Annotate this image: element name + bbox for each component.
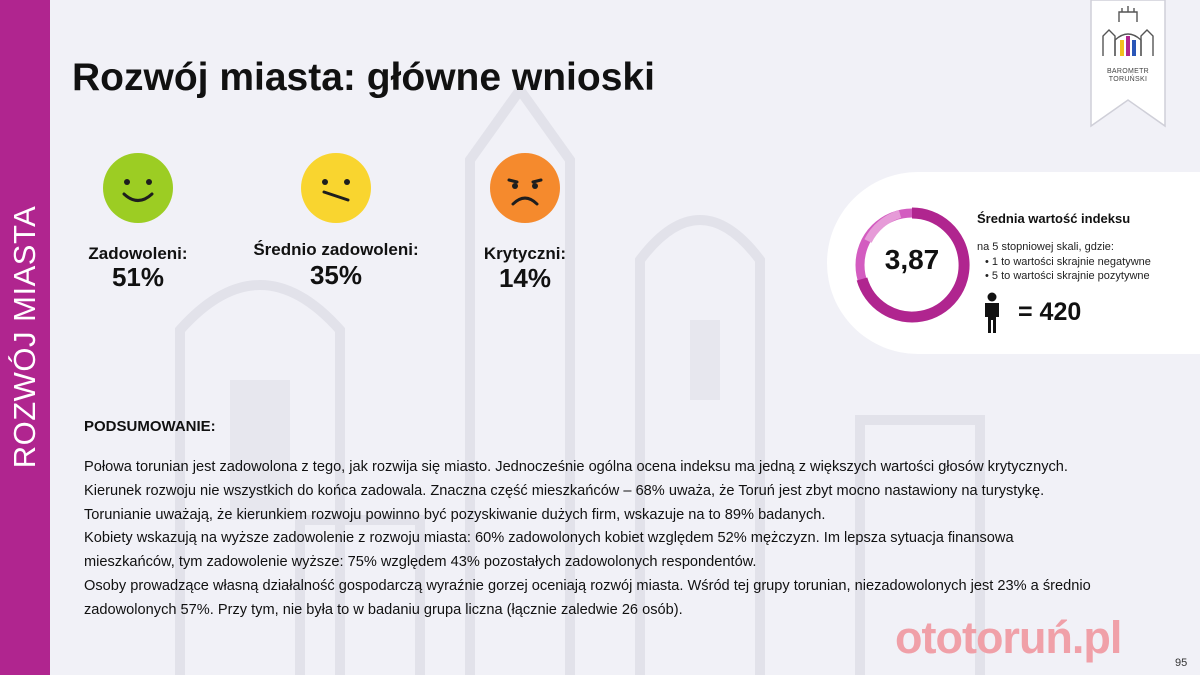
- summary-line: Osoby prowadzące własną działalność gosp…: [84, 577, 1091, 594]
- summary-line: mieszkańców, tym zadowolenie wyższe: 75%…: [84, 554, 757, 571]
- summary-line: Torunianie uważają, że kierunkiem rozwoj…: [84, 506, 826, 523]
- scale-item-text: 5 to wartości skrajnie pozytywne: [991, 270, 1150, 282]
- metric-value-satisfied: 51%: [111, 262, 165, 292]
- neutral-face-icon: [301, 153, 371, 223]
- summary-line: Połowa torunian jest zadowolona z tego, …: [84, 459, 1068, 475]
- sad-face-icon: [490, 153, 560, 223]
- metric-value-critical: 14%: [498, 263, 552, 293]
- index-panel: [827, 172, 1200, 354]
- page-number: 95: [1175, 657, 1188, 669]
- scale-item: • 1 to wartości skrajnie negatywne: [985, 256, 1151, 268]
- metric-value-neutral: 35%: [309, 260, 363, 290]
- scale-description: na 5 stopniowej skali, gdzie:: [977, 241, 1114, 253]
- barometr-logo: BAROMETR TORUŃSKI: [1089, 0, 1167, 128]
- summary-body: Połowa torunian jest zadowolona z tego, …: [84, 456, 1174, 623]
- summary-line: Kierunek rozwoju nie wszystkich do końca…: [84, 482, 1045, 499]
- page-title: Rozwój miasta: główne wnioski: [72, 56, 655, 99]
- summary-heading: PODSUMOWANIE:: [84, 418, 216, 435]
- respondent-count: = 420: [1018, 298, 1082, 326]
- index-title: Średnia wartość indeksu: [977, 211, 1131, 226]
- index-ring-icon: [855, 207, 970, 323]
- happy-face-icon: [103, 153, 173, 223]
- metric-label-satisfied: Zadowoleni:: [88, 244, 188, 263]
- summary-line: Kobiety wskazują na wyższe zadowolenie z…: [84, 530, 1014, 547]
- logo-text: BAROMETR TORUŃSKI: [1089, 68, 1167, 84]
- logo-ribbon-icon: [1090, 0, 1166, 128]
- person-icon: [985, 292, 999, 333]
- summary-line: zadowolonych 57%. Przy tym, nie była to …: [84, 601, 683, 618]
- scale-item-text: 1 to wartości skrajnie negatywne: [991, 256, 1151, 268]
- index-value: 3,87: [884, 244, 940, 275]
- sidebar: ROZWÓJ MIASTA: [0, 0, 50, 675]
- metric-label-neutral: Średnio zadowoleni:: [253, 240, 419, 259]
- metric-label-critical: Krytyczni:: [483, 244, 567, 263]
- logo-line-2: TORUŃSKI: [1108, 76, 1148, 83]
- scale-item: • 5 to wartości skrajnie pozytywne: [985, 270, 1150, 282]
- logo-line-1: BAROMETR: [1106, 68, 1150, 75]
- watermark-logo: ototoruń.pl: [895, 612, 1122, 663]
